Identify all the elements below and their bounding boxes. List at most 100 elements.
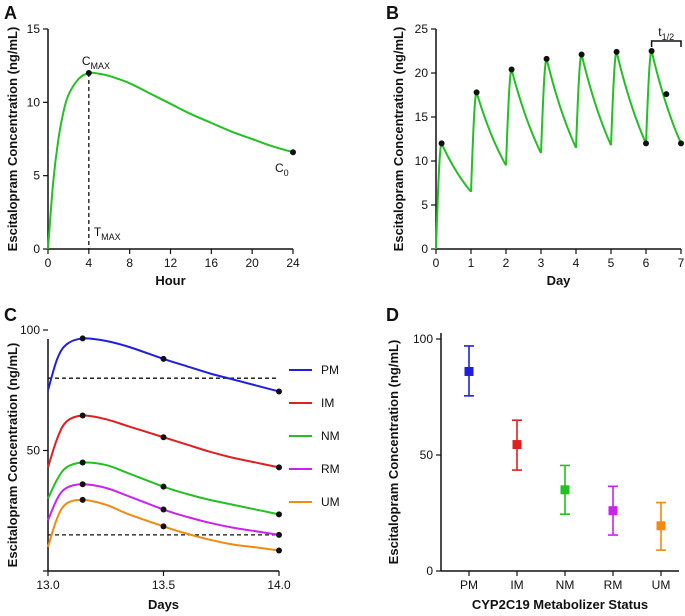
panel-b-dose-curve [470, 91, 507, 192]
panel-c-point [79, 496, 86, 503]
panel-a-xtick-label: 24 [286, 256, 300, 270]
panel-b-point [613, 48, 620, 55]
panel-c-point [160, 434, 167, 441]
panel-d-xtick-label: PM [460, 578, 478, 592]
panel-c-point [276, 547, 282, 554]
panel-a-tmax-label-sub: MAX [101, 232, 121, 242]
panel-b-ytick-label: 0 [421, 242, 428, 256]
panel-c-series-um [47, 498, 280, 552]
panel-b-point [578, 51, 585, 58]
panel-a-ytick-label: 0 [33, 242, 40, 256]
panel-b-xtick-label: 0 [433, 256, 440, 270]
panel-c-point [79, 481, 86, 488]
panel-c-point [276, 388, 282, 395]
panel-b-half-life-label-sub: 1/2 [662, 32, 675, 42]
panel-d-mean-marker-nm [560, 485, 570, 495]
panel-b-point [438, 140, 445, 147]
panel-c-point [276, 511, 282, 518]
panel-a-xtick-label: 8 [126, 256, 133, 270]
panel-a-tmax-label: TMAX [94, 225, 121, 242]
panel-b-ytick-label: 5 [421, 198, 428, 212]
panel-c-point [160, 355, 167, 362]
panel-label-b: B [386, 3, 399, 23]
panel-a-point [85, 70, 92, 76]
panel-d-mean-marker-pm [464, 366, 474, 376]
panel-c-series-nm [47, 461, 280, 516]
panel-d-mean-marker-um [656, 521, 666, 531]
panel-c-point [160, 523, 167, 530]
panel-label-d: D [386, 305, 399, 325]
panel-a-ytick-label: 5 [33, 169, 40, 183]
panel-a: 0 5 10 15 0 4 8 12 16 20 24 Hour Escitalopram Concen… [5, 22, 300, 288]
panel-b-ytick-label: 10 [415, 154, 429, 168]
panel-a-point [290, 149, 296, 156]
panel-d-mean-marker-rm [608, 506, 618, 516]
panel-label-c: C [4, 305, 17, 325]
panel-d-ytick-label: 0 [426, 564, 433, 578]
panel-c-ytick-label: 100 [20, 323, 40, 337]
panel-a-cmax-label-sub: MAX [91, 61, 111, 71]
panel-b-dose-curve [645, 50, 682, 144]
panel-b-xtick-label: 5 [608, 256, 615, 270]
panel-d-ytick-label: 50 [420, 448, 434, 462]
panel-c-legend-label-pm: PM [321, 363, 339, 377]
panel-a-ylabel: Escitalopram Concentration (ng/mL) [5, 27, 20, 252]
panel-b-dose-curve [540, 57, 577, 154]
panel-b-dose-curve [505, 68, 542, 166]
panel-c-series-im [47, 414, 280, 469]
panel-b-half-life-bracket [650, 40, 682, 47]
panel-a-c0-label-sub: 0 [284, 168, 289, 178]
panel-a-xlabel: Hour [155, 273, 185, 288]
panel-d-mean-marker-im [512, 440, 522, 450]
panel-c-point [160, 483, 167, 490]
panel-c-ylabel: Escitalopram Concentration (ng/mL) [5, 343, 20, 568]
panel-d-ylabel: Escitalopram Concentration (ng/mL) [386, 340, 401, 565]
panel-b-xtick-label: 2 [503, 256, 510, 270]
panel-c-series-pm [47, 337, 280, 393]
panel-b-point [678, 140, 684, 147]
panel-label-a: A [4, 3, 17, 23]
panel-a-cmax-label: CMAX [82, 54, 110, 71]
panel-c-point [79, 459, 86, 466]
panel-c-point [79, 335, 86, 342]
panel-a-c0-label-main: C [275, 161, 284, 175]
panel-c-point [160, 506, 167, 513]
panel-a-xtick-label: 0 [45, 256, 52, 270]
panel-d-ytick-label: 100 [413, 332, 433, 346]
panel-c-point [276, 464, 282, 471]
panel-c-xtick-label: 14.0 [267, 578, 291, 592]
panel-a-xtick-label: 4 [85, 256, 92, 270]
panel-c-legend-label-rm: RM [321, 462, 340, 476]
panel-b-point [473, 89, 480, 96]
panel-c-legend-label-im: IM [321, 396, 334, 410]
panel-b-dose-curve [575, 53, 612, 148]
panel-b-point [543, 55, 550, 62]
panel-b-point [508, 66, 515, 73]
panel-a-xtick-label: 16 [205, 256, 219, 270]
panel-a-ytick-label: 15 [27, 22, 41, 36]
panel-c-point [276, 531, 282, 538]
panel-b: 0 5 10 15 20 25 0 1 2 3 4 5 6 7 Day Escitalopram Concen… [391, 22, 685, 288]
panel-c-ytick-label: 50 [27, 444, 41, 458]
panel-a-ytick-label: 10 [27, 95, 41, 109]
panel-d: 0 50 100 PM IM NM RM UM CYP2C19 Metabolizer Stat… [386, 332, 679, 612]
panel-b-half-life-label-main: t [658, 25, 662, 39]
panel-b-dose-curve [610, 50, 647, 146]
panel-c-xtick-label: 13.0 [36, 578, 60, 592]
panel-b-xtick-label: 7 [678, 256, 685, 270]
panel-d-xtick-label: IM [510, 578, 523, 592]
panel-b-ytick-label: 25 [415, 22, 429, 36]
panel-c-series-rm [47, 483, 280, 536]
panel-a-xtick-label: 12 [164, 256, 178, 270]
panel-a-xtick-label: 20 [245, 256, 259, 270]
panel-b-point [643, 140, 649, 147]
panel-b-xtick-label: 3 [538, 256, 545, 270]
panel-d-xlabel: CYP2C19 Metabolizer Status [472, 597, 648, 612]
panel-a-cmax-label-main: C [82, 54, 91, 68]
panel-b-point [648, 48, 655, 54]
panel-b-dose-curve [435, 142, 472, 250]
panel-c-legend-label-um: UM [321, 495, 340, 509]
panel-b-point [663, 91, 670, 98]
panel-b-xtick-label: 6 [643, 256, 650, 270]
panel-a-c0-label: C0 [275, 161, 289, 178]
